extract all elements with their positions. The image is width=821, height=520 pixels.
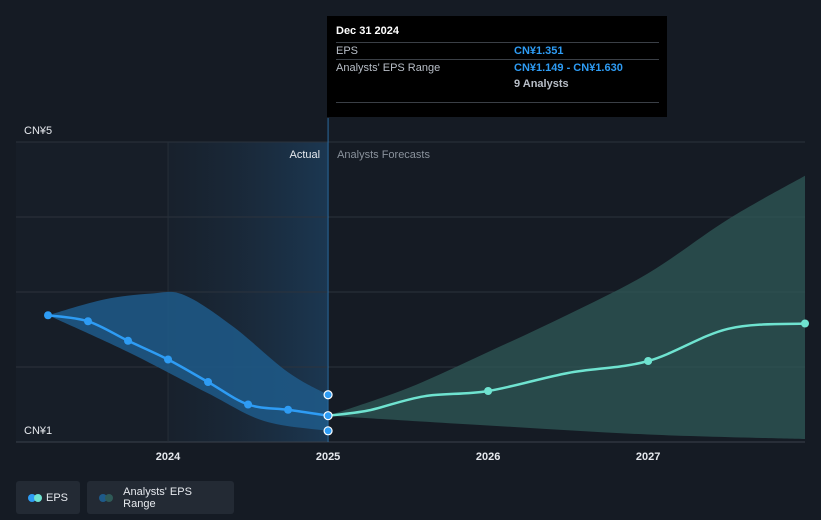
y-tick-label: CN¥1 [24, 425, 52, 437]
eps-point [244, 400, 253, 409]
x-tick-label: 2027 [636, 451, 660, 463]
x-tick-label: 2026 [476, 451, 500, 463]
eps-range-legend-icon [99, 493, 114, 502]
tooltip: Dec 31 2024 EPS CN¥1.351 Analysts' EPS R… [327, 16, 667, 117]
legend-eps-range[interactable]: Analysts' EPS Range [87, 481, 234, 514]
eps-point [44, 311, 52, 320]
eps-line-1 [327, 322, 806, 417]
highlight-point [323, 426, 333, 436]
eps-point [124, 336, 133, 345]
tooltip-range-label: Analysts' EPS Range [336, 62, 441, 74]
highlight-point [323, 390, 333, 400]
eps-legend-icon [28, 493, 42, 502]
legend-dot-eps-forecast [34, 493, 42, 502]
eps-range-band-0 [48, 291, 329, 431]
legend-eps-label: EPS [45, 491, 68, 504]
actual-label: Actual [289, 149, 320, 161]
tooltip-range-value: CN¥1.149 - CN¥1.630 [514, 62, 623, 74]
x-tick-label: 2024 [156, 451, 181, 463]
highlight-point [323, 411, 333, 421]
tooltip-analysts: 9 Analysts [514, 78, 569, 90]
eps-point [284, 405, 293, 414]
tooltip-row-range: Analysts' EPS Range CN¥1.149 - CN¥1.630 [336, 59, 659, 76]
tooltip-eps-label: EPS [336, 45, 359, 57]
tooltip-row-analysts: 9 Analysts [336, 76, 659, 92]
x-tick-label: 2025 [316, 451, 340, 463]
y-tick-label: CN¥5 [24, 125, 52, 137]
eps-point [84, 317, 93, 326]
tooltip-row-eps: EPS CN¥1.351 [336, 42, 659, 59]
eps-forecast-point [484, 387, 493, 395]
eps-forecast-point [644, 357, 653, 365]
forecast-label: Analysts Forecasts [337, 149, 430, 161]
tooltip-date: Dec 31 2024 [336, 25, 399, 37]
legend-eps[interactable]: EPS [16, 481, 80, 514]
eps-forecast-point [801, 319, 809, 328]
legend-dot-range-past [99, 493, 107, 502]
tooltip-divider [336, 102, 659, 103]
eps-range-band-1 [328, 175, 805, 440]
eps-point [204, 378, 213, 386]
tooltip-eps-value: CN¥1.351 [514, 45, 564, 57]
legend-dot-range-forecast [105, 493, 113, 502]
eps-point [164, 355, 173, 364]
legend-eps-range-label: Analysts' EPS Range [123, 485, 192, 510]
legend-dot-eps-past [28, 493, 36, 502]
